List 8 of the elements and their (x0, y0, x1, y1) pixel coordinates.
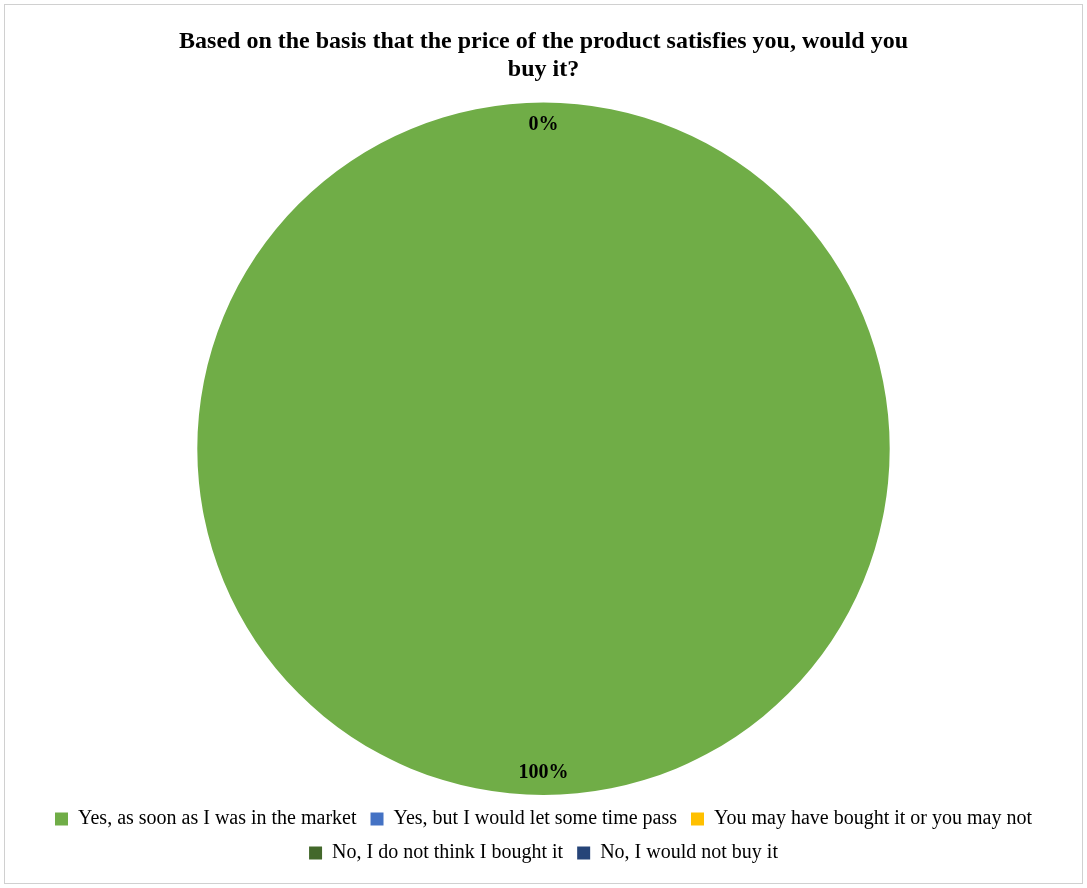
legend-label: You may have bought it or you may not (714, 806, 1033, 830)
text: 0% (528, 111, 559, 134)
chart-title: Based on the basis that the price of the product satisfies you, would you buy it? (179, 26, 908, 82)
legend-label: No, I would not buy it (600, 840, 779, 864)
data-label: 100% (518, 760, 569, 783)
legend-label: Yes, but I would let some time pass (393, 806, 678, 830)
legend-label: No, I do not think I bought it (332, 840, 564, 864)
legend-label: Yes, as soon as I was in the market (78, 806, 357, 829)
